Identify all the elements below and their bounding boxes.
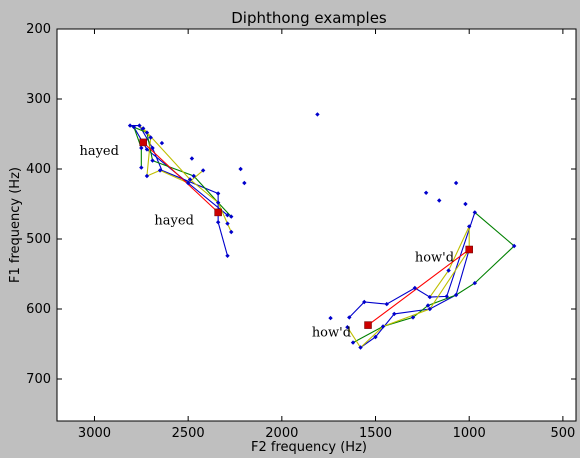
x-axis-label: F2 frequency (Hz): [251, 440, 367, 455]
data-point: [412, 285, 418, 291]
data-point: [225, 253, 230, 258]
data-point: [347, 315, 352, 320]
y-tick-label: 300: [26, 92, 51, 107]
data-point: [423, 190, 429, 195]
data-point: [215, 191, 221, 196]
data-point: [200, 168, 206, 173]
annotation-label: how'd: [312, 325, 351, 340]
data-point: [358, 345, 363, 350]
plot-frame: [56, 28, 577, 422]
data-point: [127, 123, 133, 128]
trajectory-line-green: [129, 125, 232, 217]
data-point: [229, 214, 234, 219]
data-point: [444, 294, 449, 299]
data-point: [157, 168, 163, 173]
annotation-label: how'd: [415, 250, 454, 265]
data-point: [427, 294, 433, 300]
x-tick-label: 3000: [78, 426, 111, 441]
data-point: [511, 243, 517, 249]
data-point: [392, 311, 397, 317]
mean-marker: [465, 245, 473, 254]
trajectory-line-blue: [360, 249, 470, 348]
data-point: [144, 130, 150, 135]
data-point: [215, 220, 221, 225]
data-point: [189, 156, 195, 161]
y-tick-label: 400: [26, 162, 51, 177]
data-point: [139, 165, 144, 170]
data-point: [453, 292, 459, 298]
mean-trajectory-line: [142, 141, 219, 213]
data-point: [159, 140, 165, 146]
data-point: [345, 325, 350, 330]
data-point: [137, 123, 142, 128]
y-tick-label: 500: [26, 232, 51, 247]
data-point: [225, 213, 230, 218]
trajectory-line-yellow: [142, 128, 232, 233]
data-point: [150, 158, 155, 163]
data-point: [225, 221, 230, 226]
annotation-label: hayed: [79, 144, 118, 159]
data-point: [139, 145, 144, 151]
y-axis-label: F1 frequency (Hz): [8, 167, 23, 283]
data-point: [425, 303, 431, 308]
data-point: [144, 173, 150, 179]
data-point: [463, 201, 468, 207]
plot-background: [57, 29, 576, 421]
data-point: [427, 306, 433, 312]
data-point: [446, 268, 451, 273]
data-point: [144, 147, 150, 152]
mean-trajectory-line: [367, 249, 470, 326]
data-point: [362, 299, 367, 305]
data-point: [185, 180, 191, 186]
y-tick-label: 600: [26, 302, 51, 317]
mean-marker: [139, 138, 147, 147]
data-point: [191, 173, 196, 179]
chart-title: Diphthong examples: [231, 9, 387, 27]
data-point: [242, 180, 247, 186]
data-point: [380, 324, 386, 329]
data-point: [150, 145, 155, 151]
data-point: [238, 166, 243, 172]
x-tick-label: 2000: [265, 426, 298, 441]
data-point: [229, 229, 234, 235]
data-point: [215, 200, 221, 205]
data-point: [384, 301, 389, 307]
x-tick-label: 2500: [172, 426, 205, 441]
data-point: [140, 126, 146, 131]
trajectory-line-yellow: [429, 226, 470, 298]
y-tick-label: 700: [26, 372, 51, 387]
data-point: [328, 315, 333, 321]
x-tick-label: 1000: [453, 426, 486, 441]
data-point: [373, 334, 378, 340]
data-point: [315, 112, 320, 117]
data-point: [131, 124, 137, 130]
y-tick-label: 200: [26, 22, 51, 37]
x-tick-label: 1500: [359, 426, 392, 441]
data-point: [453, 180, 459, 186]
data-point: [187, 177, 193, 182]
data-point: [350, 340, 356, 345]
data-point: [472, 280, 478, 286]
annotation-label: hayed: [154, 213, 193, 228]
data-point: [437, 198, 442, 203]
mean-marker: [214, 208, 222, 217]
data-point: [148, 135, 153, 140]
data-point: [467, 224, 472, 229]
x-tick-label: 500: [550, 426, 575, 441]
data-point: [472, 210, 478, 215]
mean-marker: [364, 321, 372, 329]
data-point: [410, 315, 416, 320]
